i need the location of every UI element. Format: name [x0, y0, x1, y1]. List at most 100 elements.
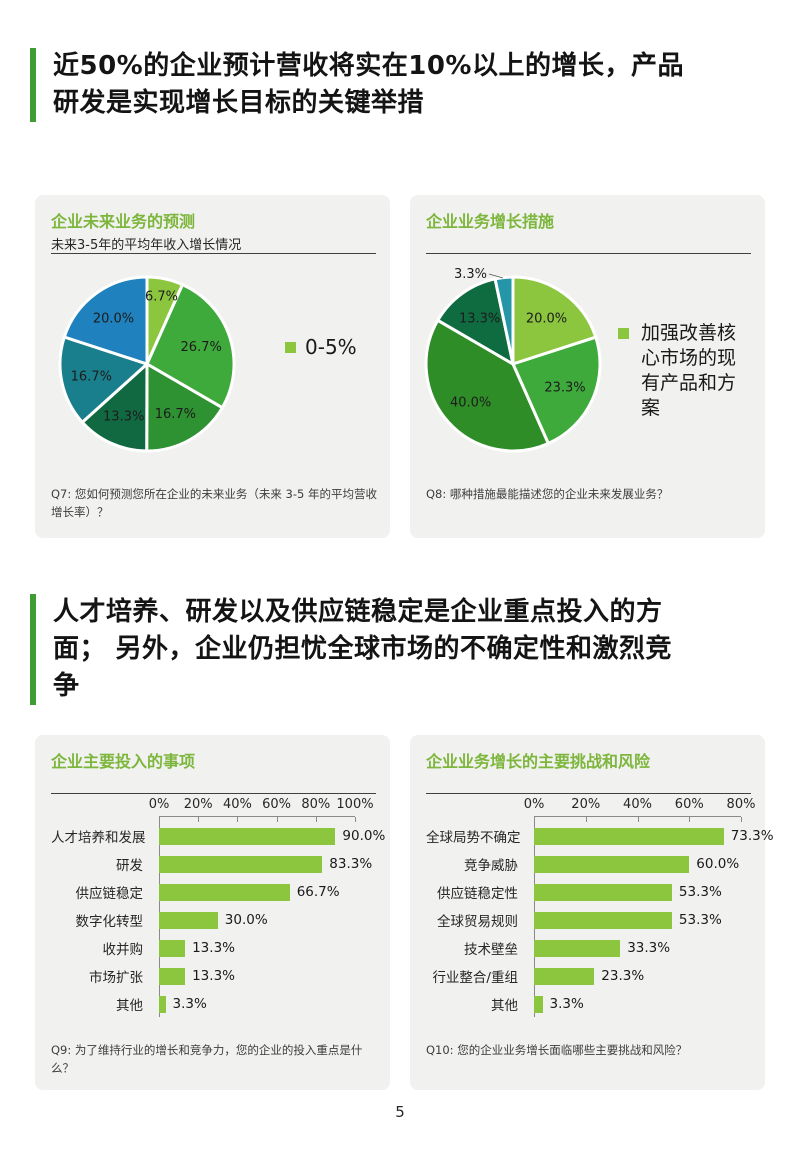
bar-row: 全球局势不确定 73.3%: [426, 822, 774, 850]
panel-title: 企业未来业务的预测: [51, 212, 196, 231]
bar: [534, 911, 672, 929]
pie-slice-label: 13.3%: [103, 410, 144, 425]
bar-row: 数字化转型 30.0%: [51, 906, 384, 934]
bar-value-label: 60.0%: [696, 856, 740, 872]
bar-track: 33.3%: [534, 939, 759, 957]
bar-value-label: 53.3%: [678, 884, 722, 900]
pie-slice-label: 20.0%: [93, 311, 134, 326]
bar-track: 23.3%: [534, 967, 759, 985]
section-headline-investment: 人才培养、研发以及供应链稳定是企业重点投入的方面； 另外，企业仍担忧全球市场的不…: [30, 594, 690, 705]
bar-track: 73.3%: [534, 827, 774, 845]
pie-chart-revenue-growth: 6.7% 26.7% 16.7% 13.3% 16.7% 20.0%: [58, 275, 236, 453]
category-label: 研发: [116, 858, 143, 874]
bar: [159, 855, 323, 873]
axis-tick-mark: [198, 817, 200, 822]
axis-tick-label: 80%: [726, 797, 756, 812]
bar: [534, 967, 595, 985]
legend: 0-5%: [285, 335, 357, 359]
pie-slice-label: 6.7%: [145, 289, 178, 304]
bar-rows: 全球局势不确定 73.3% 竞争威胁 60.0% 供应链稳定性 53.3% 全球贸易规则 53…: [426, 816, 774, 1018]
bar: [534, 995, 543, 1013]
axis-tick-label: 60%: [674, 797, 704, 812]
pie-slice-label: 16.7%: [71, 369, 112, 384]
bar-value-label: 3.3%: [172, 996, 207, 1012]
bar-chart-investments: 0% 20% 40% 60% 80% 100% 人才培养和发展 90.0% 研发 83.3% 供应链…: [51, 797, 386, 1018]
bar-row: 竞争威胁 60.0%: [426, 850, 759, 878]
bar-value-label: 73.3%: [730, 828, 774, 844]
axis-tick-label: 0%: [523, 797, 545, 812]
bar-track: 3.3%: [534, 995, 759, 1013]
axis-tick-mark: [637, 817, 639, 822]
category-label: 全球局势不确定: [426, 830, 521, 846]
bar: [159, 883, 290, 901]
axis-tick-label: 80%: [301, 797, 331, 812]
bar-value-label: 90.0%: [342, 828, 386, 844]
bar: [159, 995, 166, 1013]
bar-value-label: 3.3%: [549, 996, 584, 1012]
bar: [534, 855, 690, 873]
pie-slice: [511, 275, 598, 366]
axis-tick-mark: [585, 817, 587, 822]
category-label: 行业整合/重组: [432, 970, 518, 986]
axis-tick-mark: [315, 817, 317, 822]
bar-value-label: 53.3%: [678, 912, 722, 928]
bar-row: 市场扩张 13.3%: [51, 962, 384, 990]
axis-tick-mark: [355, 817, 356, 822]
bar-value-label: 30.0%: [224, 912, 268, 928]
bar-value-label: 13.3%: [192, 940, 235, 956]
bar: [534, 883, 672, 901]
pie-slice: [80, 362, 149, 453]
pie-slice: [511, 335, 602, 445]
legend-swatch-icon: [285, 341, 296, 353]
bar-row: 收并购 13.3%: [51, 934, 384, 962]
category-label: 收并购: [102, 942, 144, 958]
bar-track: 13.3%: [159, 939, 384, 957]
axis-tick-mark: [276, 817, 278, 822]
bar-row: 供应链稳定性 53.3%: [426, 878, 759, 906]
bar-value-label: 13.3%: [192, 968, 235, 984]
pie-slice: [145, 362, 224, 453]
bar-value-label: 83.3%: [329, 856, 373, 872]
bar-track: 53.3%: [534, 883, 759, 901]
bar-row: 研发 83.3%: [51, 850, 384, 878]
panel-title: 企业主要投入的事项: [51, 752, 196, 771]
bar-track: 66.7%: [159, 883, 384, 901]
panel-challenges-risks: 企业业务增长的主要挑战和风险 0% 20% 40% 60% 80% 全球局势不确定 73.3…: [410, 735, 774, 1090]
pie-slice: [493, 275, 515, 366]
divider: [426, 253, 751, 254]
bar: [159, 939, 186, 957]
divider: [51, 253, 376, 254]
axis-tick-label: 60%: [262, 797, 292, 812]
panel-future-business-forecast: 企业未来业务的预测 未来3-5年的平均年收入增长情况 6.7% 26.7% 16.7…: [35, 195, 390, 538]
x-axis-labels: 0% 20% 40% 60% 80%: [524, 797, 756, 816]
legend-label: 0-5%: [305, 335, 357, 359]
bar-rows: 人才培养和发展 90.0% 研发 83.3% 供应链稳定 66.7% 数字化转型 30.0% 收…: [51, 816, 386, 1018]
bar-row: 其他 3.3%: [426, 990, 759, 1018]
bar-track: 83.3%: [159, 855, 384, 873]
question-footnote-q10: Q10: 您的企业业务增长面临哪些主要挑战和风险？: [426, 1043, 688, 1057]
question-footnote-q9: Q9: 为了维持行业的增长和竞争力，您的企业的投入重点是什么？: [51, 1043, 363, 1075]
axis-tick-mark: [237, 817, 239, 822]
category-label: 供应链稳定性: [437, 886, 518, 902]
bar-row: 技术壁垒 33.3%: [426, 934, 759, 962]
question-footnote-q7: Q7: 您如何预测您所在企业的未来业务（未来 3-5 年的平均营收增长率）？: [51, 487, 377, 519]
panel-subtitle: 未来3-5年的平均年收入增长情况: [51, 238, 242, 253]
pie-slice-label: 23.3%: [544, 381, 585, 396]
bar-track: 53.3%: [534, 911, 759, 929]
bar: [159, 827, 336, 845]
page-number: 5: [395, 1103, 405, 1121]
pie-slice-label: 20.0%: [526, 311, 567, 326]
bar-row: 全球贸易规则 53.3%: [426, 906, 759, 934]
bar: [159, 967, 186, 985]
pie-slice-label: 40.0%: [450, 396, 491, 411]
pie-chart-growth-measures: 20.0% 23.3% 40.0% 13.3% 3.3%: [424, 267, 602, 453]
pie-slice: [145, 283, 236, 410]
bar-track: 60.0%: [534, 855, 759, 873]
pie-slice-label: 3.3%: [454, 267, 487, 282]
panel-subtitle: [426, 234, 751, 252]
bar-track: 3.3%: [159, 995, 384, 1013]
x-axis-labels: 0% 20% 40% 60% 80% 100%: [149, 797, 374, 816]
panel-title: 企业业务增长措施: [426, 212, 555, 231]
question-footnote-q8: Q8: 哪种措施最能描述您的企业未来发展业务？: [426, 487, 669, 501]
pie-slice: [62, 275, 149, 366]
